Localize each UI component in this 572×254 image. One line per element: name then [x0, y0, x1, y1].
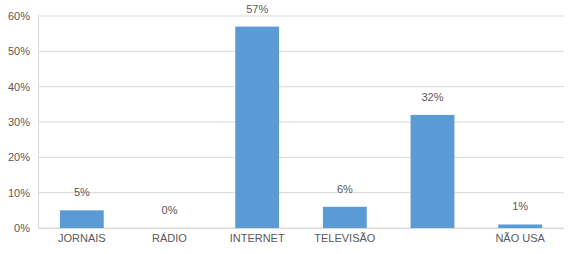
y-tick-label: 20% [8, 151, 30, 163]
y-tick: 40% [8, 81, 38, 93]
grid-line [38, 192, 564, 193]
y-tick-label: 0% [14, 222, 30, 234]
data-label: 0% [162, 204, 178, 216]
bar [411, 115, 455, 228]
data-label: 57% [246, 3, 268, 15]
y-tick: 50% [8, 45, 38, 57]
y-tick: 0% [14, 222, 38, 234]
bar [148, 228, 192, 229]
x-tick: NÃO USA [495, 228, 545, 244]
data-labels: 5% 0% 57% 6% 32% 1% [74, 3, 528, 216]
plot: 0% 10% 20% 30% 40% 50% 60% JORNAIS RÁDIO INTERNET… [8, 3, 565, 244]
x-axis: JORNAIS RÁDIO INTERNET TELEVISÃO NÃO USA [39, 228, 565, 244]
y-tick-label: 40% [8, 81, 30, 93]
grid-line [38, 122, 564, 123]
grid-line [38, 16, 564, 17]
x-tick-label: TELEVISÃO [314, 232, 376, 244]
data-label: 6% [337, 183, 353, 195]
data-label: 32% [421, 91, 443, 103]
data-label: 5% [74, 186, 90, 198]
chart: 0% 10% 20% 30% 40% 50% 60% JORNAIS RÁDIO INTERNET… [0, 0, 572, 254]
grid-line [38, 228, 564, 229]
x-tick-label: RÁDIO [152, 232, 187, 244]
y-axis-line [38, 17, 39, 229]
x-tick: INTERNET [230, 228, 285, 244]
y-tick-label: 60% [8, 10, 30, 22]
grid-line [38, 86, 564, 87]
y-tick-label: 30% [8, 116, 30, 128]
grid-line [38, 51, 564, 52]
bar [235, 27, 279, 228]
grid [38, 16, 564, 228]
x-tick-label: JORNAIS [58, 232, 106, 244]
y-tick: 20% [8, 151, 38, 163]
bar [60, 210, 104, 228]
x-tick: TELEVISÃO [314, 228, 376, 244]
y-tick-label: 50% [8, 45, 30, 57]
y-tick: 30% [8, 116, 38, 128]
y-tick: 60% [8, 10, 38, 22]
y-tick: 10% [8, 187, 38, 199]
x-tick-label: INTERNET [230, 232, 285, 244]
data-label: 1% [512, 200, 528, 212]
bars [60, 27, 542, 228]
x-tick: RÁDIO [152, 228, 187, 244]
x-axis-line [39, 228, 565, 229]
y-axis: 0% 10% 20% 30% 40% 50% 60% [8, 10, 39, 234]
x-tick-label: NÃO USA [495, 232, 545, 244]
bar [323, 207, 367, 228]
grid-line [38, 157, 564, 158]
y-tick-label: 10% [8, 187, 30, 199]
x-tick: JORNAIS [58, 228, 106, 244]
bar [498, 224, 542, 228]
